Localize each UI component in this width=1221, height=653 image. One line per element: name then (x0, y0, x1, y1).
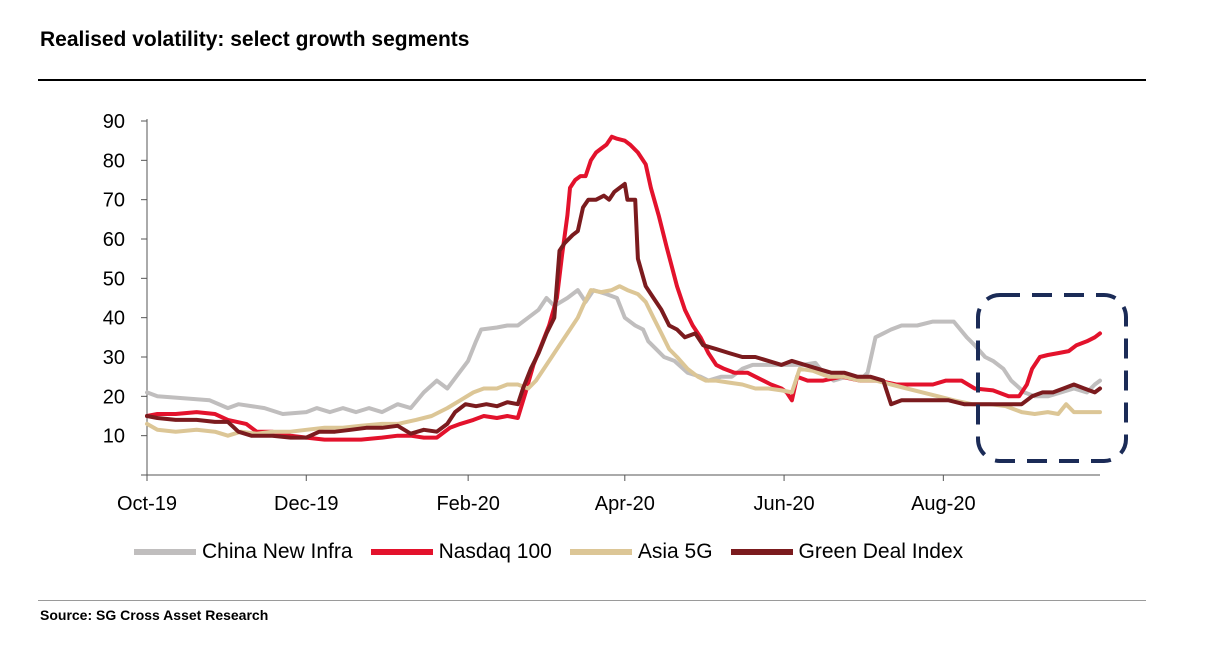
y-tick-label: 60 (103, 229, 125, 251)
series-line-nasdaq-100 (145, 134, 1102, 442)
highlight-box (976, 293, 1128, 463)
title-rule (38, 79, 1146, 81)
y-tick-label: 40 (103, 308, 125, 330)
x-tick-label: Aug-20 (911, 493, 976, 515)
legend-item: China New Infra (134, 540, 353, 564)
source-rule (38, 600, 1146, 601)
x-tick-label: Jun-20 (753, 493, 814, 515)
legend-item: Asia 5G (569, 540, 713, 564)
y-tick-label: 90 (103, 111, 125, 133)
legend-label: China New Infra (202, 540, 353, 563)
x-tick-label: Dec-19 (274, 493, 338, 515)
legend-item: Nasdaq 100 (370, 540, 552, 564)
y-tick-label: 50 (103, 268, 125, 290)
legend-swatch (730, 549, 793, 555)
legend-item: Green Deal Index (730, 540, 964, 564)
chart-title: Realised volatility: select growth segme… (40, 28, 470, 51)
legend-label: Green Deal Index (798, 540, 964, 563)
series-line-green-deal-index (145, 181, 1102, 440)
x-tick-label: Feb-20 (436, 493, 499, 515)
x-tick-label: Apr-20 (595, 493, 655, 515)
legend-swatch (569, 549, 632, 555)
y-tick-label: 70 (103, 190, 125, 212)
y-tick-label: 30 (103, 347, 125, 369)
y-tick-label: 80 (103, 150, 125, 172)
series-line-asia-5g (145, 284, 1102, 438)
chart-legend: China New Infra Nasdaq 100 Asia 5G Green De… (134, 540, 981, 564)
y-tick-label: 20 (103, 386, 125, 408)
legend-swatch (370, 549, 433, 555)
legend-label: Nasdaq 100 (438, 540, 552, 563)
y-tick-label: 10 (103, 426, 125, 448)
legend-label: Asia 5G (637, 540, 713, 563)
source-note: Source: SG Cross Asset Research (40, 607, 269, 623)
legend-swatch (134, 549, 196, 555)
series-line-china-new-infra (145, 288, 1102, 416)
x-tick-label: Oct-19 (117, 493, 177, 515)
